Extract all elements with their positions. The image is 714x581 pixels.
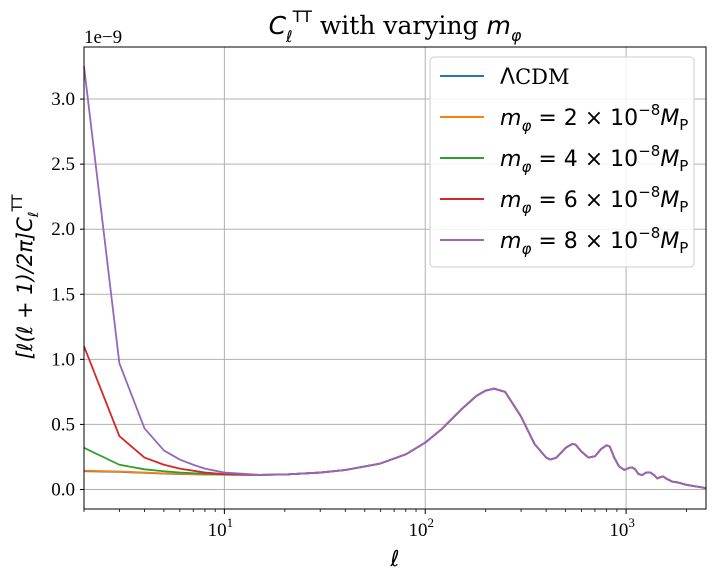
y-offset-text: 1e−9 [84, 27, 122, 48]
x-axis-label: ℓ [389, 547, 399, 572]
y-axis-ticks: 0.0 0.5 1.0 1.5 2.0 2.5 3.0 [51, 89, 84, 500]
legend-label: mφ = 4 × 10−8MP [500, 142, 688, 176]
y-tick-label: 1.5 [51, 284, 75, 305]
grid [84, 47, 706, 509]
legend-label: mφ = 8 × 10−8MP [500, 224, 688, 258]
plot-lines [83, 66, 707, 490]
y-tick-label: 1.0 [51, 349, 75, 370]
legend-label: ΛCDM [500, 65, 569, 90]
legend-label: mφ = 6 × 10−8MP [500, 183, 688, 217]
y-tick-label: 2.5 [51, 154, 75, 175]
series-line-4 [83, 66, 707, 490]
series-line-3 [83, 345, 707, 490]
x-tick-label: 102 [408, 515, 434, 541]
x-tick-label: 101 [208, 515, 234, 541]
x-axis-ticks: 101 102 103 [83, 509, 687, 541]
y-tick-label: 0.5 [51, 414, 75, 435]
y-tick-label: 3.0 [51, 89, 75, 110]
plot-frame [83, 46, 707, 510]
y-tick-label: 2.0 [51, 219, 75, 240]
y-axis-label: [ℓ(ℓ + 1)/2π]CℓTT [10, 194, 42, 359]
legend: ΛCDM mφ = 2 × 10−8MP mφ = 4 × 10−8MP mφ = 6… [429, 56, 695, 268]
y-tick-label: 0.0 [51, 479, 75, 500]
x-tick-label: 103 [609, 515, 635, 541]
legend-label: mφ = 2 × 10−8MP [500, 101, 688, 135]
legend-box [429, 56, 695, 268]
series-line-2 [83, 387, 707, 490]
chart-title: CℓTT with varying mφ [269, 7, 522, 46]
